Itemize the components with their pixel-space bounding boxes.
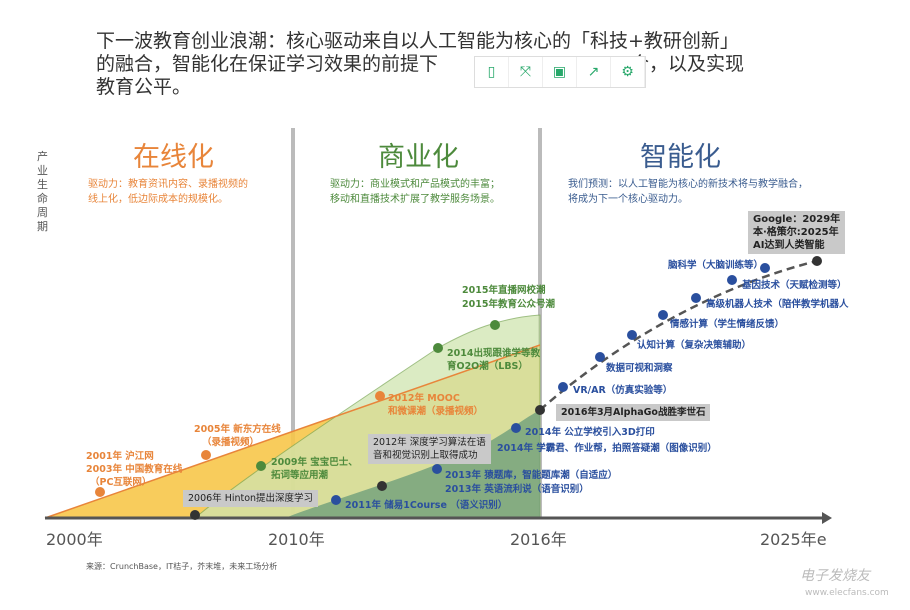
x-tick-2016: 2016年 [510, 530, 567, 549]
save-icon[interactable]: ▣ [543, 57, 577, 87]
label-gene: 基因技术（天赋检测等） [742, 280, 847, 291]
label-2012-mooc: 2012年 MOOC 和微课潮（录播视频） [388, 393, 484, 417]
phase-title-intelligent: 智能化 [640, 142, 721, 173]
online-line [44, 344, 541, 519]
label-2005: 2005年 新东方在线 （录播视频） [194, 424, 281, 448]
intelligent-area [285, 410, 540, 518]
fullscreen-icon[interactable]: ⤧ [509, 57, 543, 87]
green-points [256, 320, 500, 471]
phase-title-online: 在线化 [133, 142, 214, 173]
milestone-points [190, 256, 822, 520]
watermark-url: www.elecfans.com [805, 588, 889, 598]
box-deep-learning: 2012年 深度学习算法在语 音和视觉识别上取得成功 [368, 434, 491, 464]
source-note: 来源：CrunchBase，IT桔子，芥末堆，未来工场分析 [86, 562, 278, 571]
label-2009: 2009年 宝宝巴士、 拓词等应用潮 [271, 457, 358, 481]
label-2013: 2013年 猿题库，智能题库潮（自适应） 2013年 英语流利说（语音识别） [445, 470, 618, 495]
box-alphago: 2016年3月AlphaGo战胜李世石 [556, 404, 711, 421]
share-icon[interactable]: ↗ [577, 57, 611, 87]
label-robotics: 高级机器人技术（陪伴教学机器人 [706, 299, 849, 310]
label-2011: 2011年 储易1Course （语义识别） [345, 500, 508, 511]
phase-desc-online: 驱动力：教育资讯内容、录播视频的 线上化，低边际成本的规模化。 [88, 179, 248, 205]
label-2014-o2o: 2014出现跟谁学等教 育O2O潮（LBS） [447, 348, 540, 372]
x-tick-2000: 2000年 [46, 530, 103, 549]
mobile-icon[interactable]: ▯ [475, 57, 509, 87]
settings-icon[interactable]: ⚙ [611, 57, 645, 87]
box-hinton: 2006年 Hinton提出深度学习 [183, 490, 319, 507]
header-text: 下一波教育创业浪潮：核心驱动来自以人工智能为核心的「科技+教研创新」 的融合，智能… [96, 30, 745, 98]
label-2014-photo: 2014年 学霸君、作业帮，拍照答疑潮（图像识别） [497, 443, 717, 454]
label-vr-ar: VR/AR（仿真实验等） [573, 385, 673, 396]
label-affective: 情感计算（学生情绪反馈） [670, 319, 785, 330]
y-axis-label: 产业生命周期 [37, 150, 48, 233]
phase-desc-commercial: 驱动力：商业模式和产品模式的丰富； 移动和直播技术扩展了教学服务场景。 [330, 179, 500, 205]
box-prediction: Google：2029年 本·格策尔:2025年 AI达到人类智能 [748, 211, 846, 254]
floating-toolbar: ▯ ⤧ ▣ ↗ ⚙ [474, 56, 646, 88]
x-axis-arrow [822, 512, 832, 524]
label-2001: 2001年 沪江网 2003年 中国教育在线 （PC互联网） [86, 451, 183, 488]
watermark-logo: 电子发烧友 [800, 568, 870, 584]
orange-points [95, 391, 385, 497]
label-brain: 脑科学（大脑训练等） [668, 260, 764, 271]
label-2014-3d: 2014年 公立学校引入3D打印 [525, 427, 655, 438]
phase-title-commercial: 商业化 [378, 142, 459, 173]
label-cognitive: 认知计算（复杂决策辅助） [637, 340, 752, 351]
x-tick-2025: 2025年e [760, 530, 827, 549]
x-tick-2010: 2010年 [268, 530, 325, 549]
label-data-vis: 数据可视和洞察 [606, 363, 673, 374]
phase-desc-intelligent: 我们预测：以人工智能为核心的新技术将与教学融合， 将成为下一个核心驱动力。 [568, 179, 808, 205]
label-2015: 2015年直播网校潮 2015年教育公众号潮 [462, 285, 555, 310]
